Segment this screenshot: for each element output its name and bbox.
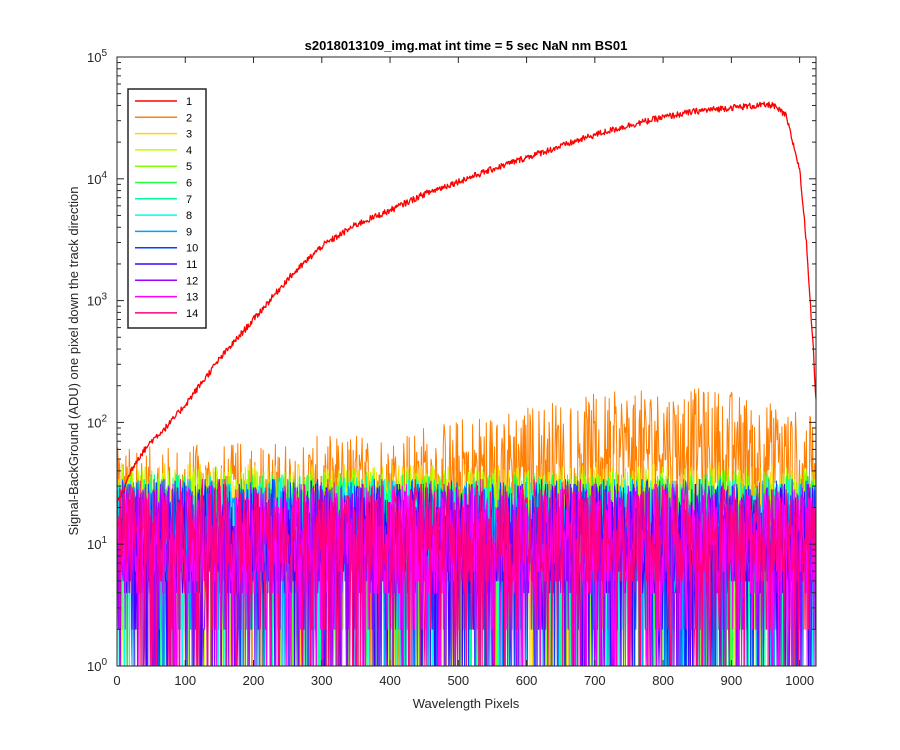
x-tick-label: 700 — [584, 673, 606, 688]
x-tick-label: 1000 — [785, 673, 814, 688]
legend-label-7: 7 — [186, 194, 192, 206]
x-tick-label: 500 — [447, 673, 469, 688]
legend-label-11: 11 — [186, 259, 197, 271]
legend-label-12: 12 — [186, 275, 198, 287]
legend-label-14: 14 — [186, 308, 198, 320]
x-tick-label: 600 — [516, 673, 538, 688]
y-tick-label: 101 — [87, 535, 107, 552]
legend-label-10: 10 — [186, 243, 198, 255]
x-tick-label: 100 — [174, 673, 196, 688]
chart-title: s2018013109_img.mat int time = 5 sec NaN… — [305, 38, 628, 53]
x-tick-label: 200 — [243, 673, 265, 688]
legend-box — [127, 88, 207, 329]
legend-label-3: 3 — [186, 129, 192, 141]
legend-label-9: 9 — [186, 226, 192, 238]
legend-label-13: 13 — [186, 292, 198, 304]
x-tick-label: 0 — [113, 673, 120, 688]
axes-box — [116, 56, 817, 667]
plot-area — [116, 56, 817, 667]
y-tick-label: 105 — [87, 48, 107, 65]
legend-label-8: 8 — [186, 210, 192, 222]
y-tick-label: 103 — [87, 292, 107, 309]
series-line-2 — [116, 388, 817, 667]
legend-label-1: 1 — [186, 96, 192, 108]
y-tick-label: 100 — [87, 657, 107, 674]
legend-label-2: 2 — [186, 112, 192, 124]
x-tick-label: 400 — [379, 673, 401, 688]
x-axis: 0 100 200 300 400 500 600 700 800 900 1000 — [113, 57, 814, 688]
y-axis-label: Signal-BackGround (ADU) one pixel down t… — [66, 186, 81, 535]
x-tick-label: 300 — [311, 673, 333, 688]
y-tick-label: 104 — [87, 170, 107, 187]
y-tick-label: 102 — [87, 413, 107, 430]
series-line-1 — [116, 101, 817, 504]
x-tick-label: 800 — [652, 673, 674, 688]
legend-label-4: 4 — [186, 145, 192, 157]
x-tick-label: 900 — [721, 673, 743, 688]
legend-label-6: 6 — [186, 178, 192, 190]
x-axis-label: Wavelength Pixels — [413, 696, 520, 711]
series-layer — [116, 101, 817, 667]
legend-label-5: 5 — [186, 161, 192, 173]
